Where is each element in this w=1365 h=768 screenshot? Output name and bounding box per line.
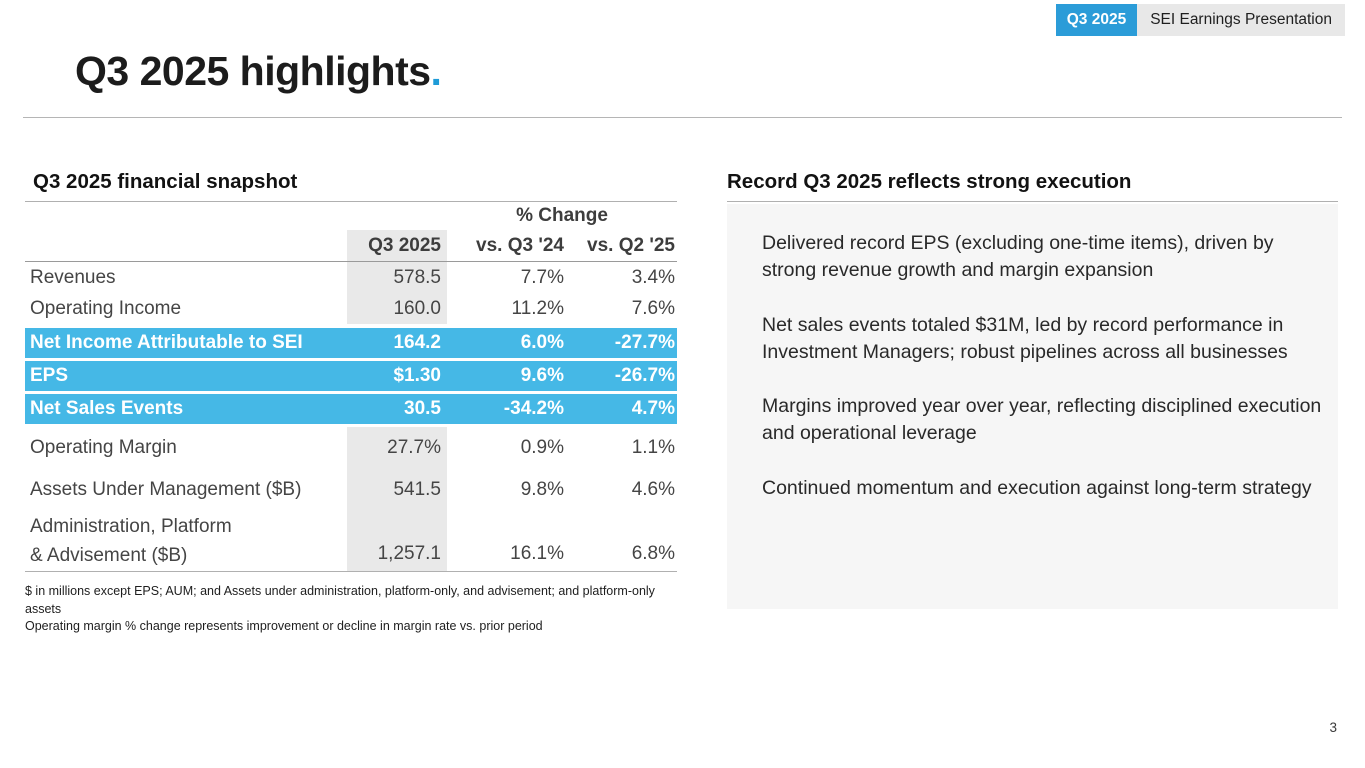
badge-quarter: Q3 2025 (1055, 4, 1138, 36)
row-label: Revenues (30, 266, 116, 288)
table-row-operating-margin: Operating Margin 27.7% 0.9% 1.1% (25, 427, 677, 469)
table-row-revenues: Revenues 578.5 7.7% 3.4% (25, 262, 677, 293)
table-row-aum: Assets Under Management ($B) 541.5 9.8% … (25, 469, 677, 511)
row-label: Net Income Attributable to SEI (30, 332, 303, 353)
slide-title-accent-dot: . (430, 48, 442, 94)
column-group-header-row: % Change (25, 202, 677, 230)
financial-snapshot-heading: Q3 2025 financial snapshot (25, 170, 677, 202)
row-vs-q2-25: 4.7% (631, 398, 675, 419)
row-vs-q2-25: 6.8% (631, 543, 675, 564)
commentary-point-momentum: Continued momentum and execution against… (762, 476, 1312, 499)
row-vs-q3-24: 16.1% (510, 543, 564, 564)
percent-change-group-header: % Change (516, 205, 608, 226)
row-vs-q2-25: -26.7% (614, 365, 675, 386)
row-value: 27.7% (347, 427, 447, 469)
commentary-point-margins: Margins improved year over year, reflect… (762, 395, 1322, 445)
row-vs-q2-25: 3.4% (631, 266, 675, 288)
row-label: Assets Under Management ($B) (30, 479, 302, 500)
header-spacer (25, 230, 347, 261)
row-value: 30.5 (404, 398, 441, 419)
row-vs-q2-25: -27.7% (614, 332, 675, 353)
badge-presentation-label: SEI Earnings Presentation (1137, 4, 1345, 36)
header-vs-q2-25: vs. Q2 '25 (587, 234, 675, 256)
row-label: Operating Income (30, 297, 182, 319)
table-row-net-income: Net Income Attributable to SEI 164.2 6.0… (25, 328, 677, 358)
commentary-panel: Record Q3 2025 reflects strong execution… (727, 170, 1338, 609)
table-row-administration-platform-advisement: Administration, Platform & Advisement ($… (25, 511, 677, 571)
slide-title-text: Q3 2025 highlights (75, 48, 431, 94)
row-value: 164.2 (393, 332, 441, 353)
title-divider (23, 117, 1342, 118)
table-row-operating-income: Operating Income 160.0 11.2% 7.6% (25, 293, 677, 324)
row-vs-q3-24: 6.0% (520, 332, 564, 353)
row-vs-q3-24: 9.6% (520, 365, 564, 386)
row-vs-q3-24: 11.2% (511, 297, 564, 319)
table-footnotes: $ in millions except EPS; AUM; and Asset… (25, 583, 670, 636)
page-number: 3 (1329, 720, 1337, 735)
row-vs-q3-24: 9.8% (520, 479, 564, 500)
slide-badge: Q3 2025 SEI Earnings Presentation (1055, 4, 1345, 36)
table-header-row: Q3 2025 vs. Q3 '24 vs. Q2 '25 (25, 230, 677, 262)
header-q3-2025: Q3 2025 (347, 230, 447, 261)
table-row-net-sales-events: Net Sales Events 30.5 -34.2% 4.7% (25, 394, 677, 424)
row-label: Operating Margin (30, 437, 177, 458)
header-vs-q3-24: vs. Q3 '24 (476, 234, 564, 256)
footnote-units: $ in millions except EPS; AUM; and Asset… (25, 584, 655, 616)
row-value: 541.5 (347, 469, 447, 511)
row-label: EPS (30, 365, 69, 386)
row-value: $1.30 (393, 365, 441, 386)
row-label: Net Sales Events (30, 398, 184, 419)
commentary-box: Delivered record EPS (excluding one-time… (727, 204, 1338, 609)
table-row-eps: EPS $1.30 9.6% -26.7% (25, 361, 677, 391)
commentary-heading: Record Q3 2025 reflects strong execution (727, 170, 1338, 202)
row-label: Administration, Platform & Advisement ($… (25, 511, 347, 571)
row-vs-q2-25: 4.6% (631, 479, 675, 500)
row-label-line2: & Advisement ($B) (30, 545, 188, 566)
row-vs-q3-24: 7.7% (520, 266, 564, 288)
slide-title: Q3 2025 highlights. (75, 48, 442, 95)
row-label-line1: Administration, Platform (30, 515, 232, 537)
row-value: 160.0 (347, 293, 447, 324)
commentary-point-eps: Delivered record EPS (excluding one-time… (762, 232, 1274, 282)
financial-snapshot-panel: Q3 2025 financial snapshot % Change Q3 2… (25, 170, 677, 636)
row-vs-q2-25: 7.6% (631, 297, 675, 319)
row-vs-q2-25: 1.1% (631, 437, 675, 458)
row-value: 578.5 (347, 262, 447, 293)
commentary-point-net-sales: Net sales events totaled $31M, led by re… (762, 313, 1288, 363)
row-vs-q3-24: 0.9% (520, 437, 564, 458)
row-value: 1,257.1 (347, 511, 447, 571)
financial-snapshot-table: % Change Q3 2025 vs. Q3 '24 vs. Q2 '25 R… (25, 202, 677, 572)
row-vs-q3-24: -34.2% (503, 398, 564, 419)
footnote-operating-margin: Operating margin % change represents imp… (25, 619, 543, 633)
